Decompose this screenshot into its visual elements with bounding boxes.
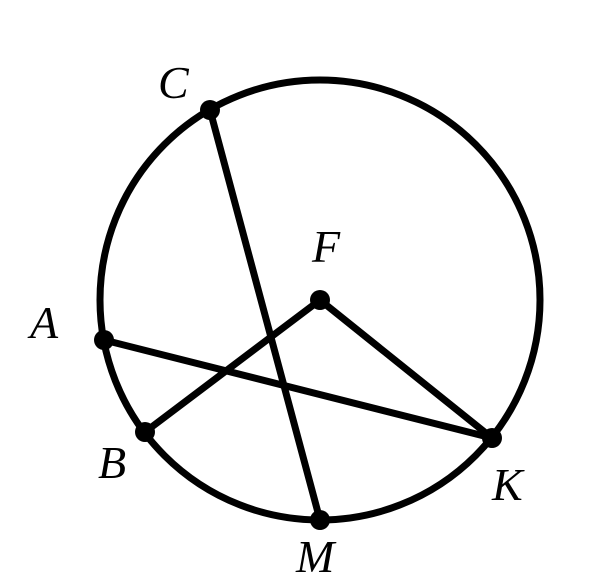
label-C: C <box>158 57 190 108</box>
point-K <box>482 428 502 448</box>
point-F <box>310 290 330 310</box>
label-K: K <box>491 459 525 510</box>
point-B <box>135 422 155 442</box>
edges-layer <box>104 110 492 520</box>
point-C <box>200 100 220 120</box>
label-B: B <box>98 437 126 488</box>
geometry-diagram: C A B M K F <box>0 0 598 584</box>
label-F: F <box>311 221 341 272</box>
label-A: A <box>27 297 59 348</box>
label-M: M <box>295 531 337 582</box>
point-A <box>94 330 114 350</box>
point-M <box>310 510 330 530</box>
